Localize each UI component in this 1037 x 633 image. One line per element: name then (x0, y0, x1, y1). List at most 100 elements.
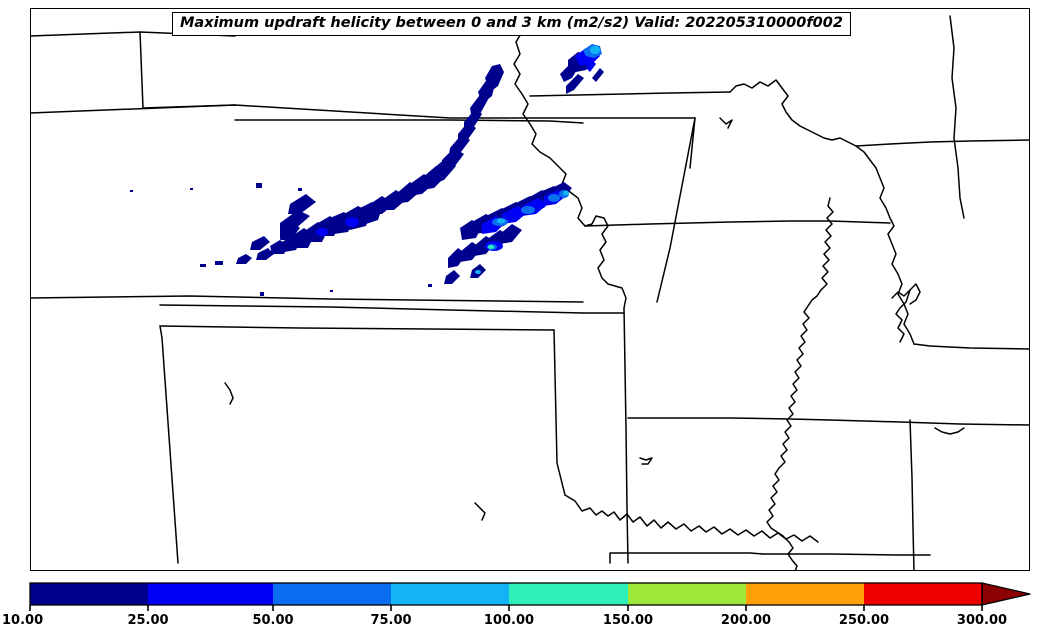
swath-speck (130, 190, 133, 192)
tennessee-east-line (909, 419, 915, 571)
swath-peak (488, 245, 494, 249)
swath-ne-ks-north (460, 182, 572, 240)
colorbar-tick-label: 75.00 (370, 613, 411, 628)
river-detail-c (639, 457, 653, 465)
colorado-north-line (30, 104, 696, 119)
colorbar-tick-label: 10.00 (2, 613, 43, 628)
swath-colorado-border (130, 183, 264, 296)
colorado-ne-corner (689, 117, 696, 169)
kentucky-bend-detail (909, 283, 921, 305)
colorbar-segment (509, 583, 628, 605)
swath-peak (497, 218, 505, 224)
state-boundaries-group (30, 15, 1030, 571)
plot-title-text: Maximum updraft helicity between 0 and 3… (180, 15, 843, 31)
swath-cell (236, 254, 252, 264)
wisconsin-illinois-line (855, 139, 1030, 147)
swath-cell (280, 224, 298, 240)
colorbar-tick-label: 100.00 (484, 613, 534, 628)
swath-colorado-east (250, 224, 298, 250)
swath-cell (250, 236, 270, 250)
missouri-arkansas-line (627, 417, 831, 421)
colorbar-segments (30, 583, 982, 605)
colorbar-tick-label: 150.00 (603, 613, 653, 628)
plot-title-box: Maximum updraft helicity between 0 and 3… (172, 12, 851, 37)
colorado-east-line (656, 117, 696, 303)
kentucky-tennessee-line (913, 343, 1030, 350)
swath-kansas-mid (270, 202, 382, 254)
nebraska-north-line (529, 91, 731, 97)
river-detail-d (474, 502, 486, 521)
colorbar-tick-label: 250.00 (839, 613, 889, 628)
colorbar-segment (864, 583, 982, 605)
colorbar-segment (148, 583, 273, 605)
colorbar-segment (628, 583, 746, 605)
mississippi-river-boundary (766, 197, 834, 571)
colorbar-extend-arrow (981, 582, 1031, 606)
kansas-south-line (159, 304, 584, 314)
swath-cell (200, 264, 206, 267)
colorbar-tick-label: 25.00 (127, 613, 168, 628)
swath-cell (215, 261, 223, 265)
swath-peak (475, 270, 481, 274)
ohio-river-detail (891, 289, 911, 343)
map-canvas (30, 8, 1030, 571)
swath-isolated-south (330, 264, 486, 292)
colorbar-segment (391, 583, 509, 605)
river-detail-e (719, 117, 733, 129)
colorbar-segment (30, 583, 148, 605)
swath-cell (256, 248, 274, 260)
iowa-north-line (729, 79, 857, 147)
swath-core (316, 228, 328, 236)
swath-cell (566, 74, 584, 94)
river-detail-a (934, 427, 965, 435)
colorbar-tick-marks (29, 605, 983, 611)
swath-peak (563, 190, 569, 196)
colorbar-tick-label: 200.00 (721, 613, 771, 628)
swath-cell (560, 64, 578, 82)
colorbar-segment (273, 583, 391, 605)
tennessee-mississippi-line (829, 419, 1030, 426)
texas-louisiana-line (609, 552, 764, 564)
swath-core (548, 194, 560, 202)
swath-cell (280, 210, 310, 232)
texas-panhandle-east (553, 329, 566, 496)
swath-cell (500, 224, 522, 244)
swath-core (590, 46, 600, 54)
swath-speck (330, 290, 333, 292)
updraft-helicity-swaths (130, 44, 604, 296)
river-detail-b (224, 382, 234, 405)
red-river-boundary (564, 494, 819, 543)
map-plot-area (30, 8, 1030, 571)
swath-cell (288, 194, 316, 214)
colorbar-tick-label: 50.00 (252, 613, 293, 628)
swath-sd-ne-border (560, 44, 604, 94)
texas-panhandle-west (159, 325, 179, 564)
illinois-west-line (855, 145, 915, 345)
swath-speck (190, 188, 193, 190)
swath-speck (428, 284, 432, 287)
missouri-river-north (513, 15, 586, 227)
nebraska-south-line (234, 119, 584, 124)
colorbar-tick-labels: 10.00 25.00 50.00 75.00 100.00 150.00 200.00 25… (2, 613, 1007, 628)
colorbar: 10.00 25.00 50.00 75.00 100.00 150.00 200.00 25… (0, 578, 1037, 633)
missouri-kansas-line (623, 307, 629, 564)
swath-cell (592, 68, 604, 82)
swath-ne-ks-south (448, 224, 522, 268)
colorbar-tick-label: 300.00 (957, 613, 1007, 628)
missouri-northwest-line (584, 215, 627, 309)
swath-speck (298, 188, 302, 191)
swath-core (521, 206, 535, 214)
colorbar-segment (746, 583, 864, 605)
map-background (30, 8, 1030, 571)
colorbar-outline (29, 582, 983, 606)
colorbar-canvas: 10.00 25.00 50.00 75.00 100.00 150.00 200.00 25… (2, 582, 1031, 628)
oklahoma-panhandle-north (159, 325, 555, 331)
swath-speck (260, 292, 264, 296)
colorado-south-line (30, 295, 584, 303)
iowa-missouri-line (584, 220, 891, 227)
arkansas-louisiana-line (762, 553, 931, 556)
swath-cell (270, 240, 288, 254)
swath-cell (586, 60, 596, 72)
swath-speck (256, 183, 262, 188)
